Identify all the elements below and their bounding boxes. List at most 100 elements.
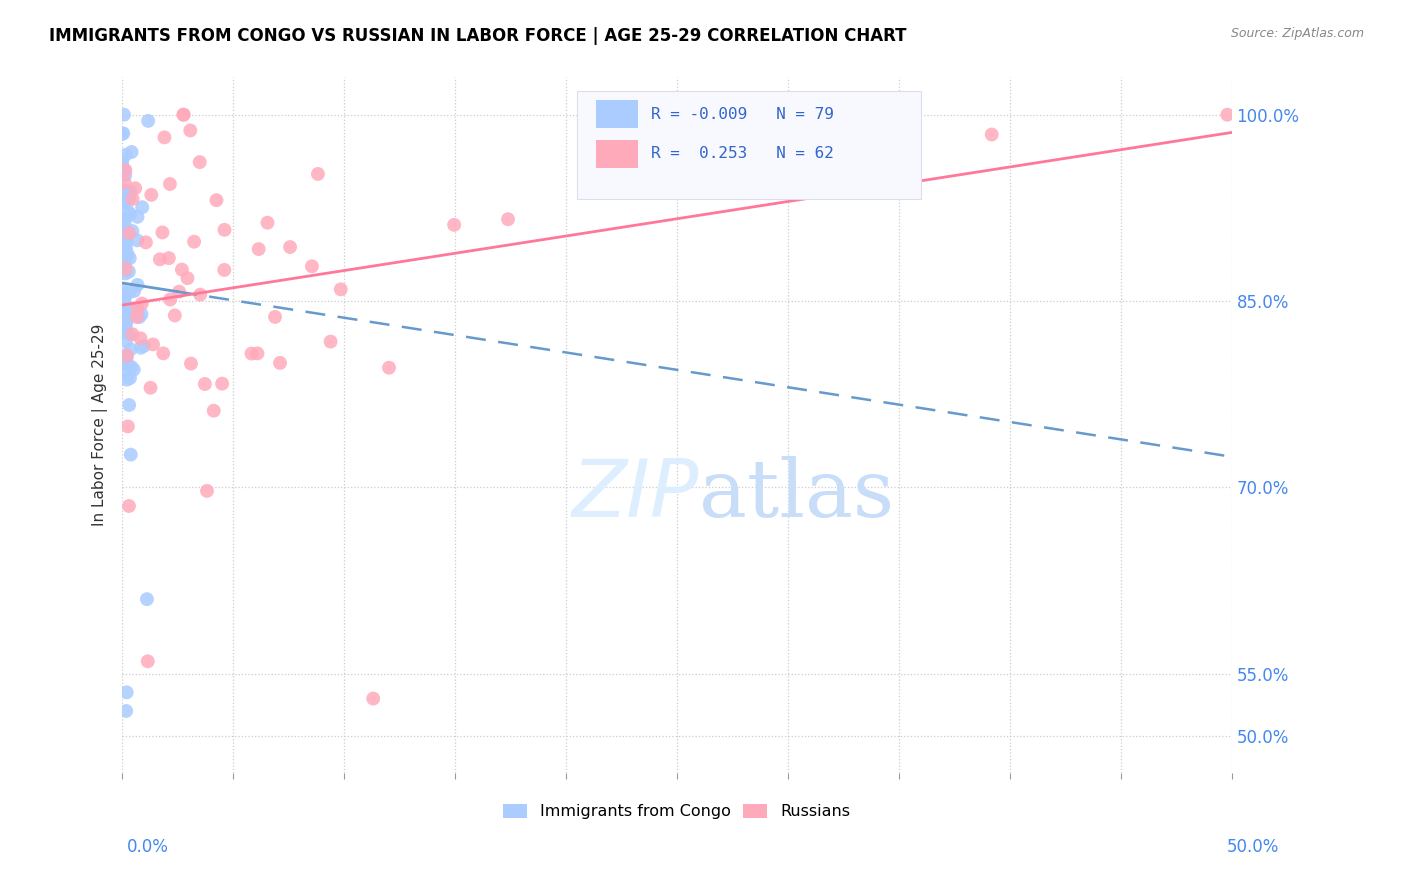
Point (176, 271, 198, 285)
Point (149, 252, 172, 267)
Point (117, 419, 139, 434)
Point (111, 222, 134, 236)
Y-axis label: In Labor Force | Age 25-29: In Labor Force | Age 25-29 (93, 324, 108, 526)
Point (114, 315, 136, 329)
Point (115, 704, 138, 718)
Point (179, 123, 201, 137)
Point (115, 315, 138, 329)
Point (240, 346, 263, 360)
Point (329, 282, 352, 296)
Point (118, 192, 141, 206)
Point (115, 334, 138, 349)
Point (142, 337, 165, 351)
Point (183, 235, 205, 249)
Point (117, 247, 139, 261)
Point (114, 168, 136, 182)
Point (111, 299, 134, 313)
Point (136, 114, 159, 128)
Point (111, 127, 134, 141)
Point (1216, 108, 1239, 122)
Point (118, 285, 141, 299)
Point (115, 349, 138, 363)
Point (122, 284, 145, 298)
Point (112, 241, 135, 255)
Point (120, 343, 142, 357)
Point (159, 177, 181, 191)
Point (278, 240, 301, 254)
Point (141, 187, 163, 202)
Point (115, 233, 138, 247)
Point (214, 223, 236, 237)
Text: R = -0.009   N = 79: R = -0.009 N = 79 (651, 107, 834, 122)
Point (124, 181, 146, 195)
Point (599, 173, 621, 187)
Point (172, 108, 194, 122)
Point (205, 193, 228, 207)
Point (111, 254, 134, 268)
Point (112, 243, 135, 257)
Point (152, 346, 174, 360)
Point (980, 128, 1002, 142)
Point (112, 301, 135, 316)
Text: R =  0.253   N = 62: R = 0.253 N = 62 (651, 146, 834, 161)
Legend: Immigrants from Congo, Russians: Immigrants from Congo, Russians (498, 799, 855, 824)
Point (114, 261, 136, 276)
Point (114, 252, 136, 267)
Point (121, 192, 143, 206)
Point (269, 356, 291, 370)
Point (112, 126, 135, 140)
Point (157, 251, 180, 265)
Point (319, 334, 342, 349)
Point (496, 212, 519, 227)
Point (301, 260, 323, 274)
Point (307, 167, 329, 181)
Point (114, 147, 136, 161)
Point (378, 360, 401, 375)
Point (120, 207, 142, 221)
Point (256, 216, 278, 230)
Point (150, 226, 173, 240)
Point (132, 339, 155, 353)
Text: 50.0%: 50.0% (1227, 838, 1279, 855)
Point (129, 331, 152, 345)
Point (443, 218, 465, 232)
Text: ZIP: ZIP (571, 456, 699, 533)
Point (118, 371, 141, 385)
Point (117, 186, 139, 201)
Point (180, 357, 202, 371)
Point (167, 285, 190, 299)
Point (114, 289, 136, 303)
Point (131, 296, 153, 310)
Point (361, 691, 384, 706)
Point (111, 233, 134, 247)
Point (112, 286, 135, 301)
Point (131, 307, 153, 321)
Point (114, 311, 136, 326)
Point (115, 685, 138, 699)
Point (112, 162, 135, 177)
Point (170, 262, 193, 277)
Point (114, 309, 136, 323)
Text: 0.0%: 0.0% (127, 838, 169, 855)
Point (188, 155, 211, 169)
Point (127, 210, 149, 224)
Point (195, 483, 218, 498)
Point (115, 373, 138, 387)
Point (114, 267, 136, 281)
Point (114, 235, 136, 250)
Point (127, 234, 149, 248)
Point (127, 277, 149, 292)
Point (117, 204, 139, 219)
Point (120, 448, 142, 462)
Point (214, 263, 236, 277)
Point (115, 241, 138, 255)
Point (111, 283, 134, 297)
Point (139, 381, 162, 395)
Point (118, 252, 141, 266)
Point (112, 324, 135, 338)
Bar (596, 140, 638, 168)
Point (118, 226, 141, 240)
Point (202, 403, 225, 417)
Point (122, 303, 145, 318)
Point (112, 183, 135, 197)
